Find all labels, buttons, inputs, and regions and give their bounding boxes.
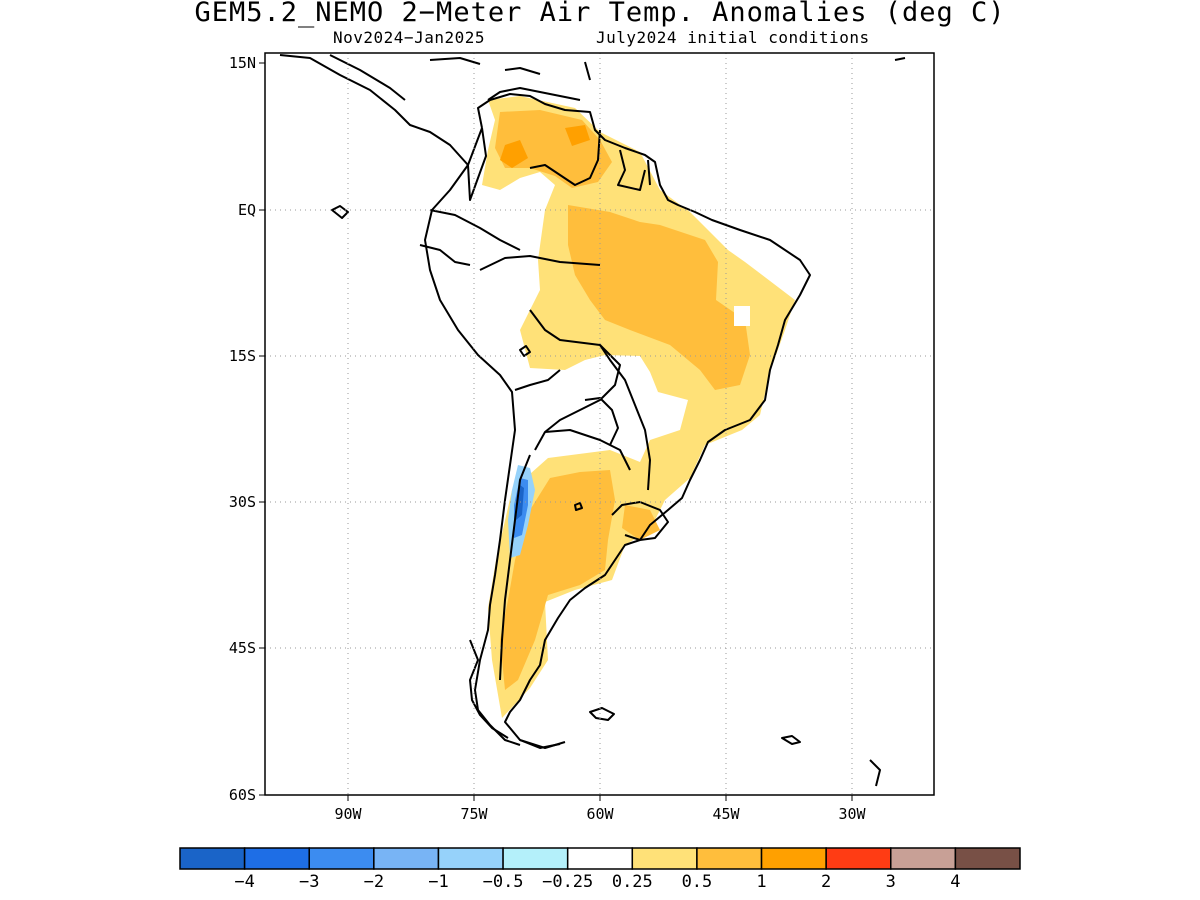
legend-swatch-8 — [696, 847, 763, 870]
legend-swatch-0 — [179, 847, 246, 870]
initial-conditions: July2024 initial conditions — [596, 28, 870, 47]
legend-label-5: −0.25 — [542, 872, 593, 892]
legend-label-1: −3 — [299, 872, 319, 892]
legend-swatch-7 — [631, 847, 698, 870]
legend-label-10: 3 — [886, 872, 896, 892]
lon-label-75w: 75W — [460, 805, 488, 823]
legend-swatch-4 — [437, 847, 504, 870]
missing-data-cell — [734, 306, 750, 326]
map-title: GEM5.2_NEMO 2−Meter Air Temp. Anomalies … — [194, 0, 1006, 28]
forecast-period: Nov2024−Jan2025 — [333, 28, 485, 47]
lon-label-30w: 30W — [838, 805, 866, 823]
anomaly-shading-medium — [495, 110, 750, 690]
legend-label-2: −2 — [364, 872, 384, 892]
lat-label-eq: EQ — [238, 201, 256, 219]
legend-label-0: −4 — [234, 872, 254, 892]
legend-swatch-12 — [954, 847, 1021, 870]
legend-swatch-10 — [825, 847, 892, 870]
legend-labels: −4 −3 −2 −1 −0.5 −0.25 0.25 0.5 1 2 3 4 — [234, 872, 960, 892]
longitude-axis: 90W 75W 60W 45W 30W — [334, 795, 867, 823]
legend-label-3: −1 — [428, 872, 448, 892]
map-gridlines — [265, 53, 934, 795]
legend-swatch-1 — [243, 847, 310, 870]
lon-label-45w: 45W — [712, 805, 740, 823]
legend-swatch-9 — [760, 847, 827, 870]
legend-swatch-5 — [502, 847, 569, 870]
lat-label-15n: 15N — [229, 54, 256, 72]
lon-label-90w: 90W — [334, 805, 362, 823]
lat-label-60s: 60S — [229, 786, 256, 804]
legend-swatch-6 — [566, 847, 634, 870]
legend-label-7: 0.5 — [682, 872, 713, 892]
legend-label-8: 1 — [756, 872, 766, 892]
lon-label-60w: 60W — [586, 805, 614, 823]
legend-swatch-11 — [890, 847, 957, 870]
legend-label-11: 4 — [950, 872, 960, 892]
lat-label-30s: 30S — [229, 493, 256, 511]
legend-swatch-2 — [308, 847, 375, 870]
legend-swatch-3 — [373, 847, 440, 870]
legend-colorbar — [179, 847, 1021, 870]
latitude-axis: 15N EQ 15S 30S 45S 60S — [229, 54, 265, 804]
legend-label-4: −0.5 — [483, 872, 524, 892]
map-area — [265, 53, 934, 795]
legend-label-9: 2 — [821, 872, 831, 892]
legend-label-6: 0.25 — [612, 872, 653, 892]
lat-label-15s: 15S — [229, 347, 256, 365]
lat-label-45s: 45S — [229, 639, 256, 657]
anomaly-shading-strong — [500, 125, 590, 168]
coastlines — [279, 54, 906, 787]
